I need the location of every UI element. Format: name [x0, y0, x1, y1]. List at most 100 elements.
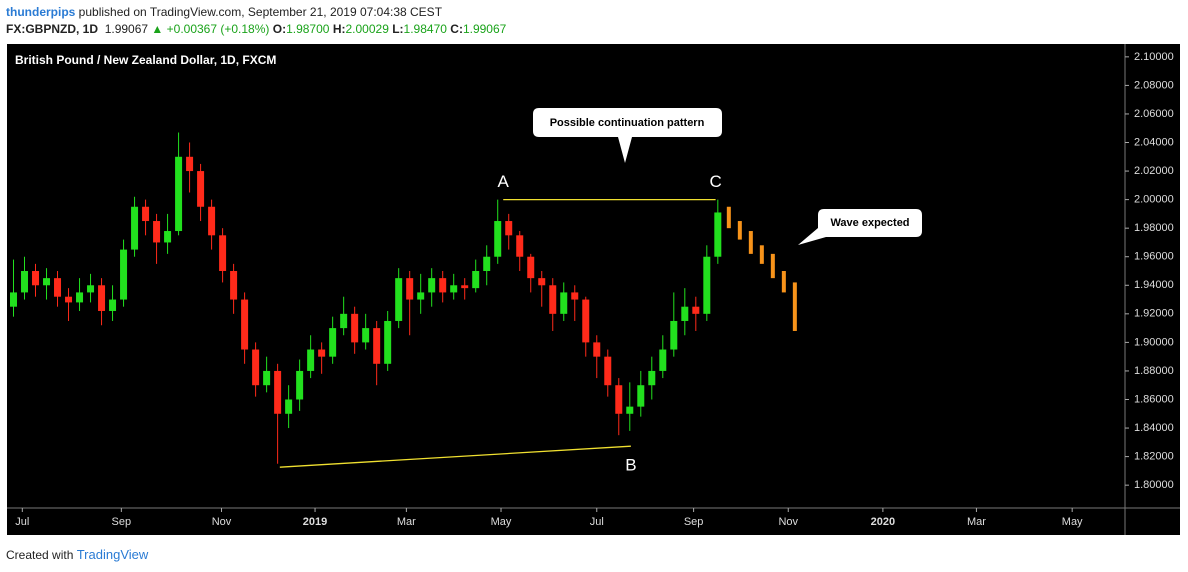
y-tick-label: 2.06000	[1134, 108, 1174, 120]
candle-body	[87, 285, 95, 293]
callout-text: Wave expected	[830, 217, 909, 229]
candle-body	[32, 271, 40, 286]
projection-bar	[781, 271, 786, 293]
candle-body	[637, 385, 645, 407]
candle-body	[538, 278, 546, 286]
published: published on TradingView.com, September …	[78, 5, 443, 19]
created: Created with	[6, 548, 74, 562]
projection-bar	[792, 282, 797, 331]
candle-body	[263, 370, 271, 386]
candle-body	[626, 406, 634, 414]
projection-bar	[726, 206, 731, 229]
y-tick-label: 2.02000	[1134, 165, 1174, 177]
candle-body	[131, 206, 139, 250]
y-tick-label: 1.84000	[1134, 422, 1174, 434]
candle-body	[351, 313, 359, 343]
candle-body	[219, 235, 227, 272]
x-tick-label: Nov	[212, 516, 232, 528]
point-label: C	[709, 172, 721, 191]
header-line: thunderpips published on TradingView.com…	[6, 5, 442, 19]
x-tick-label: Mar	[397, 516, 416, 528]
y-tick-label: 1.88000	[1134, 365, 1174, 377]
candle-body	[428, 278, 436, 293]
y-tick-label: 1.80000	[1134, 479, 1174, 491]
candle-body	[560, 292, 568, 314]
footer: Created with TradingView	[6, 547, 148, 562]
candle-body	[54, 278, 62, 297]
projection-bar	[770, 253, 775, 279]
candle-body	[461, 285, 469, 289]
point-label: A	[498, 172, 510, 191]
candle-body	[527, 256, 535, 279]
callout-text: Possible continuation pattern	[550, 117, 705, 129]
last: 1.99067	[104, 22, 149, 36]
candle-body	[142, 206, 150, 222]
y-tick-label: 1.92000	[1134, 308, 1174, 320]
candle-body	[186, 156, 194, 172]
candle-body	[197, 171, 205, 207]
candle-body	[373, 328, 381, 364]
y-tick-label: 1.82000	[1134, 451, 1174, 463]
candle-body	[307, 349, 315, 371]
projection-bar	[737, 221, 742, 240]
candle-body	[164, 231, 172, 243]
candle-body	[230, 271, 238, 300]
y-tick-label: 2.00000	[1134, 194, 1174, 206]
x-tick-label: May	[1062, 516, 1083, 528]
candle-body	[109, 299, 117, 311]
quote-line: FX:GBPNZD, 1D 1.99067 ▲ +0.00367 (+0.18%…	[6, 22, 506, 36]
x-tick-label: May	[491, 516, 512, 528]
projection-bar	[748, 231, 753, 254]
candle-body	[494, 221, 502, 257]
l-label: L:	[392, 22, 404, 36]
candle-body	[329, 328, 337, 357]
y-tick-label: 1.86000	[1134, 393, 1174, 405]
candle-body	[252, 349, 260, 386]
candle-body	[659, 349, 667, 371]
candle-body	[384, 320, 392, 364]
candle-body	[340, 313, 348, 329]
candle-body	[472, 271, 480, 289]
x-tick-label: Jul	[15, 516, 29, 528]
candle-body	[549, 285, 557, 314]
x-tick-label: Sep	[112, 516, 132, 528]
candle-body	[120, 249, 128, 300]
candle-body	[406, 278, 414, 300]
candle-body	[703, 256, 711, 314]
chart-title: British Pound / New Zealand Dollar, 1D, …	[15, 53, 276, 67]
candle-body	[10, 292, 18, 307]
candle-body	[714, 212, 722, 257]
y-tick-label: 2.08000	[1134, 79, 1174, 91]
x-tick-label: Nov	[778, 516, 798, 528]
candle-body	[692, 306, 700, 314]
author[interactable]: thunderpips	[6, 5, 76, 19]
x-tick-label: Sep	[684, 516, 704, 528]
projection-bar	[759, 245, 764, 264]
candle-body	[615, 385, 623, 414]
brand[interactable]: TradingView	[76, 547, 149, 562]
o: 1.98700	[286, 22, 330, 36]
candle-body	[98, 285, 106, 311]
c-label: C:	[450, 22, 463, 36]
h-label: H:	[332, 22, 346, 36]
c: 1.99067	[462, 22, 507, 36]
candle-body	[21, 271, 29, 293]
candle-body	[76, 292, 84, 303]
candle-body	[285, 399, 293, 414]
h: 2.00029	[345, 22, 389, 36]
candle-body	[604, 356, 612, 386]
o-label: O:	[272, 22, 287, 36]
x-tick-label: Mar	[967, 516, 986, 528]
candle-body	[505, 221, 513, 236]
candle-body	[648, 370, 656, 386]
trend-line	[279, 445, 631, 468]
candle-body	[571, 292, 579, 300]
y-tick-label: 2.04000	[1134, 136, 1174, 148]
candle-body	[362, 328, 370, 343]
y-tick-label: 1.94000	[1134, 279, 1174, 291]
candle-body	[175, 156, 183, 232]
candle-body	[241, 299, 249, 350]
x-tick-label: 2020	[871, 516, 895, 528]
